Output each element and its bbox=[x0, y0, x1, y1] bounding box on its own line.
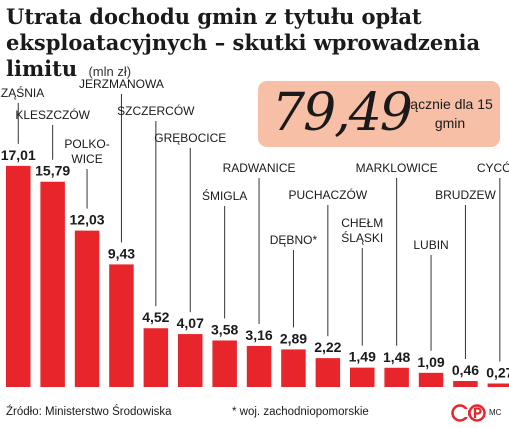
bar-3 bbox=[74, 230, 100, 387]
category-label-7: ŚMIGLA bbox=[202, 188, 247, 203]
bar-7 bbox=[212, 340, 237, 387]
bar-5 bbox=[143, 328, 169, 387]
category-label-15: CYCÓW bbox=[477, 160, 509, 175]
value-label-13: 1,09 bbox=[417, 354, 444, 370]
bar-1 bbox=[6, 165, 31, 387]
value-label-15: 0,27 bbox=[486, 364, 509, 380]
bar-10 bbox=[315, 358, 341, 387]
category-label-11-line-1: CHEŁM bbox=[341, 216, 383, 230]
total-value: 79,49 bbox=[272, 83, 413, 143]
bar-chart: 17,01 RZĄŚNIA 15,79 KLESZCZÓW 12,03 POLKO-WIC… bbox=[0, 77, 509, 387]
footnote: * woj. zachodniopomorskie bbox=[232, 406, 369, 418]
publisher-logo-icon bbox=[451, 404, 486, 422]
value-label-8: 3,16 bbox=[245, 327, 272, 343]
category-label-5: SZCZERCÓW bbox=[117, 103, 195, 118]
category-label-13: LUBIN bbox=[413, 238, 448, 252]
bar-4 bbox=[109, 264, 134, 387]
bar-11 bbox=[350, 367, 375, 387]
total-label: łącznie dla 15 gmin bbox=[407, 96, 493, 131]
value-label-11: 1,49 bbox=[349, 349, 376, 365]
value-label-4: 9,43 bbox=[108, 245, 135, 261]
bar-2 bbox=[40, 181, 65, 387]
value-label-10: 2,22 bbox=[314, 339, 341, 355]
bar-12 bbox=[384, 367, 409, 387]
category-label-9: DĘBNO* bbox=[270, 233, 318, 247]
category-label-3-line-2: WICE bbox=[71, 152, 102, 166]
value-label-6: 4,07 bbox=[177, 315, 204, 331]
value-label-5: 4,52 bbox=[142, 309, 169, 325]
category-label-14: BRUDZEW bbox=[435, 188, 496, 202]
bar-6 bbox=[178, 334, 203, 387]
value-label-9: 2,89 bbox=[280, 330, 307, 346]
source-note: Źródło: Ministerstwo Środowiska bbox=[6, 406, 172, 418]
value-label-1: 17,01 bbox=[1, 147, 36, 163]
category-label-11-line-2: ŚLĄSKI bbox=[341, 230, 383, 245]
value-label-12: 1,48 bbox=[383, 349, 410, 365]
chart-title: Utrata dochodu gmin z tytułu opłat ekspl… bbox=[6, 4, 486, 85]
category-label-12: MARKLOWICE bbox=[356, 161, 438, 175]
bar-15 bbox=[487, 383, 509, 387]
category-label-3-line-1: POLKO- bbox=[64, 137, 109, 151]
category-label-6: GRĘBOCICE bbox=[154, 131, 226, 145]
unit-label: (mln zł) bbox=[88, 64, 132, 79]
bar-13 bbox=[418, 372, 444, 387]
value-label-3: 12,03 bbox=[70, 212, 105, 228]
author-credit: MC bbox=[489, 408, 502, 417]
category-label-4: JERZMANOWA bbox=[79, 77, 164, 91]
category-label-10: PUCHACZÓW bbox=[289, 187, 368, 202]
category-label-2: KLESZCZÓW bbox=[15, 107, 90, 122]
category-label-1: RZĄŚNIA bbox=[0, 85, 44, 100]
value-label-2: 15,79 bbox=[35, 163, 70, 179]
bar-14 bbox=[453, 381, 478, 387]
bar-9 bbox=[281, 349, 306, 387]
bar-8 bbox=[246, 345, 272, 387]
category-label-8: RADWANICE bbox=[223, 161, 296, 175]
value-label-7: 3,58 bbox=[211, 321, 238, 337]
value-label-14: 0,46 bbox=[452, 362, 479, 378]
chart-title-text: Utrata dochodu gmin z tytułu opłat ekspl… bbox=[6, 4, 481, 81]
total-callout: 79,49 łącznie dla 15 gmin bbox=[258, 81, 500, 147]
